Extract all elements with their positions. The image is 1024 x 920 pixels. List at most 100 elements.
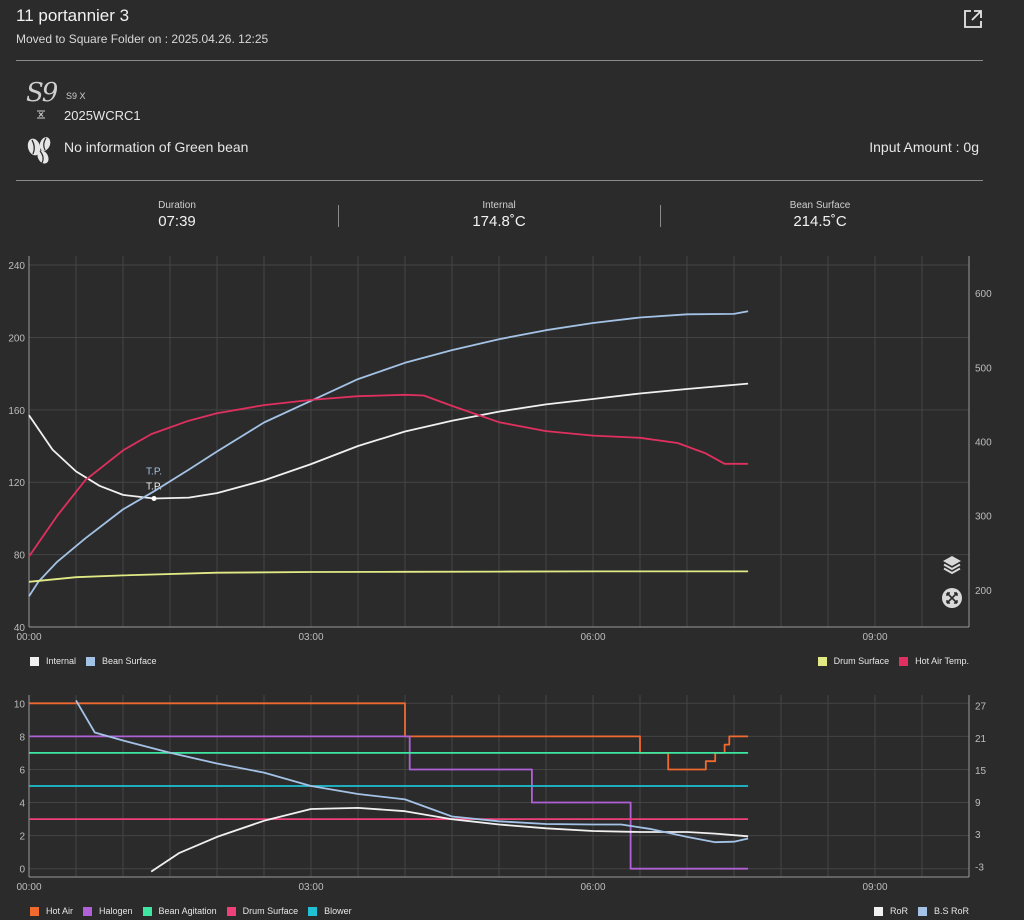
- y2-tick-label: 200: [975, 586, 992, 597]
- stat-separator: [660, 205, 661, 227]
- legend-item[interactable]: B.S RoR: [917, 906, 969, 916]
- stat-value: 07:39: [158, 213, 196, 230]
- y2-tick-label: 21: [975, 734, 987, 745]
- control-chart[interactable]: 0 2 4 6 8 10 -3 3 9 15 21 27 00:00 03:00 06:00 09:00: [0, 690, 1024, 900]
- moved-info: Moved to Square Folder on : 2025.04.26. …: [16, 32, 269, 46]
- y-tick-label: 200: [8, 333, 25, 344]
- y-tick-label: 160: [8, 406, 25, 417]
- legend-swatch: [83, 906, 93, 916]
- layers-icon[interactable]: [941, 554, 963, 576]
- legend-label: Drum Surface: [242, 906, 299, 916]
- y-tick-label: 8: [19, 732, 25, 743]
- input-amount: Input Amount : 0g: [869, 139, 979, 155]
- series-drum-surface: [28, 570, 749, 583]
- y2-tick-label: 300: [975, 512, 992, 523]
- legend-swatch: [226, 906, 236, 916]
- legend-swatch: [30, 906, 39, 916]
- device-x-icon: [37, 110, 45, 119]
- legend-swatch: [917, 906, 927, 916]
- legend-swatch: [308, 906, 318, 916]
- legend-item[interactable]: RoR: [873, 906, 908, 916]
- coffee-bean-icon: [27, 137, 51, 164]
- y2-tick-label: 400: [975, 438, 992, 449]
- legend-label: B.S RoR: [933, 906, 969, 916]
- legend-swatch: [899, 656, 909, 666]
- stat-duration: Duration 07:39: [87, 200, 267, 230]
- legend-item[interactable]: Hot Air Temp.: [899, 656, 969, 666]
- x-tick-label: 03:00: [298, 632, 323, 642]
- turning-point-label-internal: T.P.: [146, 482, 162, 493]
- legend-label: Bean Agitation: [158, 906, 217, 916]
- series-ror: [150, 807, 749, 873]
- legend-label: Internal: [46, 656, 77, 666]
- legend-label: Halogen: [99, 906, 133, 916]
- legend-item[interactable]: Drum Surface: [226, 906, 299, 916]
- legend-swatch: [817, 656, 827, 666]
- legend-item[interactable]: Internal: [30, 656, 76, 666]
- legend-item[interactable]: Halogen: [83, 906, 133, 916]
- s9-logo-icon: S9: [26, 78, 58, 108]
- y-tick-label: 80: [14, 551, 26, 562]
- page-title: 11 portannier 3: [16, 6, 130, 25]
- y-tick-label: 120: [8, 478, 25, 489]
- stat-separator: [338, 205, 339, 227]
- y-tick-label: 0: [19, 865, 25, 876]
- stat-bean-surface: Bean Surface 214.5˚C: [730, 200, 910, 230]
- legend-label: Hot Air: [46, 906, 74, 916]
- legend-swatch: [86, 656, 96, 666]
- divider: [16, 180, 983, 181]
- legend-item[interactable]: Bean Surface: [86, 656, 157, 666]
- series-bean-surface: [28, 310, 749, 597]
- y2-tick-label: 500: [975, 363, 992, 374]
- y2-tick-label: 27: [975, 702, 987, 713]
- y-tick-label: 10: [14, 699, 26, 710]
- legend-label: Hot Air Temp.: [915, 656, 969, 666]
- x-tick-label: 09:00: [862, 882, 887, 893]
- y2-tick-label: 9: [975, 798, 981, 809]
- legend-label: RoR: [889, 906, 908, 916]
- stat-label: Internal: [482, 200, 516, 211]
- y-tick-label: 240: [8, 261, 25, 272]
- x-tick-label: 09:00: [862, 632, 887, 642]
- legend-label: Blower: [324, 906, 352, 916]
- series-hot-air: [29, 702, 749, 771]
- turning-point-marker: [151, 496, 157, 502]
- x-tick-label: 06:00: [580, 632, 605, 642]
- stat-value: 214.5˚C: [793, 213, 847, 230]
- device-model: S9 X: [66, 91, 86, 101]
- device-name: 2025WCRC1: [64, 108, 141, 123]
- legend-top-right: Drum Surface Hot Air Temp.: [817, 656, 979, 666]
- legend-swatch: [30, 656, 39, 666]
- y2-tick-label: 3: [975, 830, 981, 841]
- stat-value: 174.8˚C: [472, 213, 526, 230]
- legend-item[interactable]: Bean Agitation: [142, 906, 217, 916]
- y-tick-label: 40: [14, 623, 26, 634]
- y2-tick-label: -3: [975, 862, 984, 873]
- temperature-chart[interactable]: 40 80 120 160 200 240 200 300 400 500 600 00:00 03:0…: [0, 250, 1024, 642]
- y-tick-label: 4: [19, 799, 25, 810]
- x-tick-label: 00:00: [16, 882, 41, 893]
- stat-label: Bean Surface: [789, 200, 851, 211]
- legend-label: Drum Surface: [833, 656, 890, 666]
- legend-bottom-left: Hot Air Halogen Bean Agitation Drum Surface…: [30, 906, 362, 916]
- legend-top-left: Internal Bean Surface: [30, 656, 167, 666]
- legend-bottom-right: RoR B.S RoR: [873, 906, 979, 916]
- green-bean-info: No information of Green bean: [64, 139, 249, 155]
- x-tick-label: 03:00: [298, 882, 323, 893]
- series-hot-air-temp: [28, 393, 749, 558]
- legend-swatch: [873, 906, 883, 916]
- y-tick-label: 2: [19, 832, 25, 843]
- legend-item[interactable]: Blower: [308, 906, 352, 916]
- external-link-icon[interactable]: [962, 8, 984, 30]
- legend-label: Bean Surface: [102, 656, 157, 666]
- stat-internal: Internal 174.8˚C: [409, 200, 589, 230]
- zoom-reset-icon[interactable]: [941, 587, 963, 609]
- stat-label: Duration: [158, 200, 196, 211]
- x-tick-label: 00:00: [16, 632, 41, 642]
- turning-point-label-bean: T.P.: [146, 467, 162, 478]
- series-b-s-ror: [75, 699, 749, 844]
- legend-item[interactable]: Drum Surface: [817, 656, 890, 666]
- legend-item[interactable]: Hot Air: [30, 906, 73, 916]
- legend-swatch: [142, 906, 152, 916]
- x-tick-label: 06:00: [580, 882, 605, 893]
